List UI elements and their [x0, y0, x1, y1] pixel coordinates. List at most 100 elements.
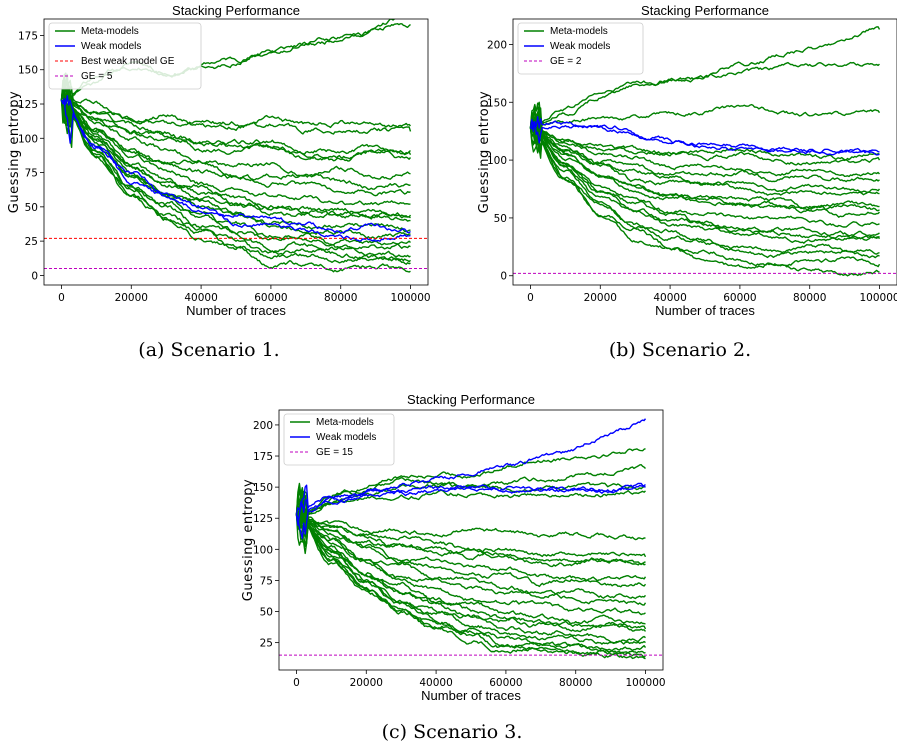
meta-model-line: [529, 101, 880, 259]
series-group: [529, 26, 881, 277]
y-tick-label: 100: [253, 544, 273, 556]
legend-label: Meta-models: [550, 26, 608, 37]
meta-model-line: [529, 124, 881, 193]
chart-title: Stacking Performance: [407, 392, 535, 407]
meta-model-line: [529, 106, 880, 196]
x-tick-label: 80000: [559, 677, 592, 689]
y-axis-label: Guessing entropy: [477, 91, 492, 213]
meta-model-line: [529, 111, 880, 237]
y-tick-label: 175: [253, 451, 273, 463]
y-axis-label: Guessing entropy: [7, 91, 22, 213]
y-tick-label: 25: [260, 638, 273, 650]
weak-model-line: [295, 484, 646, 515]
meta-model-line: [60, 98, 411, 240]
legend-label: Weak models: [550, 41, 610, 52]
chart-2: Stacking Performance 0 20000 40000 60000 8000…: [477, 3, 897, 361]
legend: Meta-models Weak models GE = 15: [283, 413, 395, 466]
figure-caption: (b) Scenario 2.: [609, 339, 751, 361]
meta-model-line: [60, 80, 411, 258]
meta-model-line: [295, 514, 646, 657]
weak-model-line: [295, 418, 647, 540]
legend-label: Weak models: [316, 432, 376, 443]
y-tick-label: 75: [25, 168, 38, 180]
y-tick-label: 100: [18, 133, 38, 145]
y-tick-label: 25: [25, 236, 38, 248]
y-tick-label: 50: [25, 202, 38, 214]
legend-label: Best weak model GE: [81, 56, 175, 67]
meta-model-line: [60, 94, 411, 220]
meta-model-line: [530, 111, 880, 228]
meta-model-line: [60, 99, 411, 222]
weak-model-line: [295, 482, 646, 526]
meta-model-line: [60, 83, 411, 247]
meta-model-line: [295, 499, 647, 606]
series-group: [60, 19, 412, 273]
meta-model-line: [60, 73, 411, 206]
x-tick-label: 40000: [653, 292, 686, 304]
meta-model-line: [295, 514, 647, 600]
meta-model-line: [60, 82, 411, 273]
y-tick-label: 0: [500, 271, 507, 283]
legend-label: Weak models: [81, 41, 141, 52]
legend-label: Meta-models: [81, 26, 139, 37]
x-tick-label: 100000: [390, 292, 430, 304]
x-tick-label: 100000: [859, 292, 897, 304]
x-tick-label: 100000: [625, 677, 665, 689]
chart-title: Stacking Performance: [172, 3, 300, 18]
x-tick-label: 0: [293, 677, 300, 689]
y-tick-label: 125: [18, 99, 38, 111]
legend-box: [283, 413, 395, 466]
y-axis-label: Guessing entropy: [241, 479, 256, 601]
x-tick-label: 60000: [254, 292, 287, 304]
meta-model-line: [60, 73, 411, 155]
meta-model-line: [529, 127, 881, 244]
y-tick-label: 0: [31, 270, 38, 282]
meta-model-line: [60, 99, 411, 265]
y-tick-label: 150: [18, 65, 38, 77]
meta-model-line: [529, 118, 881, 166]
y-tick-label: 75: [260, 575, 273, 587]
x-axis-label: Number of traces: [186, 303, 286, 318]
chart-1: Stacking Performance 0 20000 40000 60000 8000…: [7, 3, 431, 361]
y-tick-label: 200: [253, 420, 273, 432]
meta-model-line: [295, 489, 646, 534]
legend-label: GE = 5: [81, 71, 113, 82]
meta-model-line: [529, 123, 881, 268]
weak-model-line: [529, 118, 880, 156]
meta-model-line: [295, 493, 646, 660]
meta-model-line: [295, 499, 647, 588]
x-tick-label: 0: [58, 292, 65, 304]
meta-model-line: [295, 499, 646, 645]
meta-model-line: [530, 116, 880, 277]
weak-model-line: [60, 99, 411, 234]
plot-frame: [512, 18, 897, 286]
x-tick-label: 40000: [184, 292, 217, 304]
meta-model-line: [295, 476, 646, 529]
x-tick-label: 20000: [584, 292, 617, 304]
legend-label: GE = 2: [550, 56, 582, 67]
meta-model-line: [529, 127, 880, 183]
meta-model-line: [295, 490, 646, 625]
x-tick-label: 20000: [350, 677, 383, 689]
legend: Meta-models Weak models GE = 2: [517, 22, 644, 75]
y-tick-label: 150: [253, 482, 273, 494]
y-tick-label: 200: [487, 39, 507, 51]
legend-box: [48, 22, 202, 90]
y-tick-label: 50: [494, 213, 507, 225]
legend-box: [517, 22, 644, 75]
meta-model-line: [60, 99, 412, 162]
meta-model-line: [60, 72, 412, 219]
meta-model-line: [529, 118, 880, 240]
meta-model-line: [60, 87, 411, 263]
meta-model-line: [529, 111, 881, 178]
chart-title: Stacking Performance: [641, 3, 769, 18]
meta-model-line: [529, 102, 881, 128]
y-tick-label: 150: [487, 97, 507, 109]
x-tick-label: 80000: [324, 292, 357, 304]
meta-model-line: [60, 99, 412, 135]
figure-caption: (c) Scenario 3.: [382, 721, 523, 743]
y-tick-label: 100: [487, 155, 507, 167]
figure-caption: (a) Scenario 1.: [138, 339, 279, 361]
y-tick-label: 125: [253, 513, 273, 525]
